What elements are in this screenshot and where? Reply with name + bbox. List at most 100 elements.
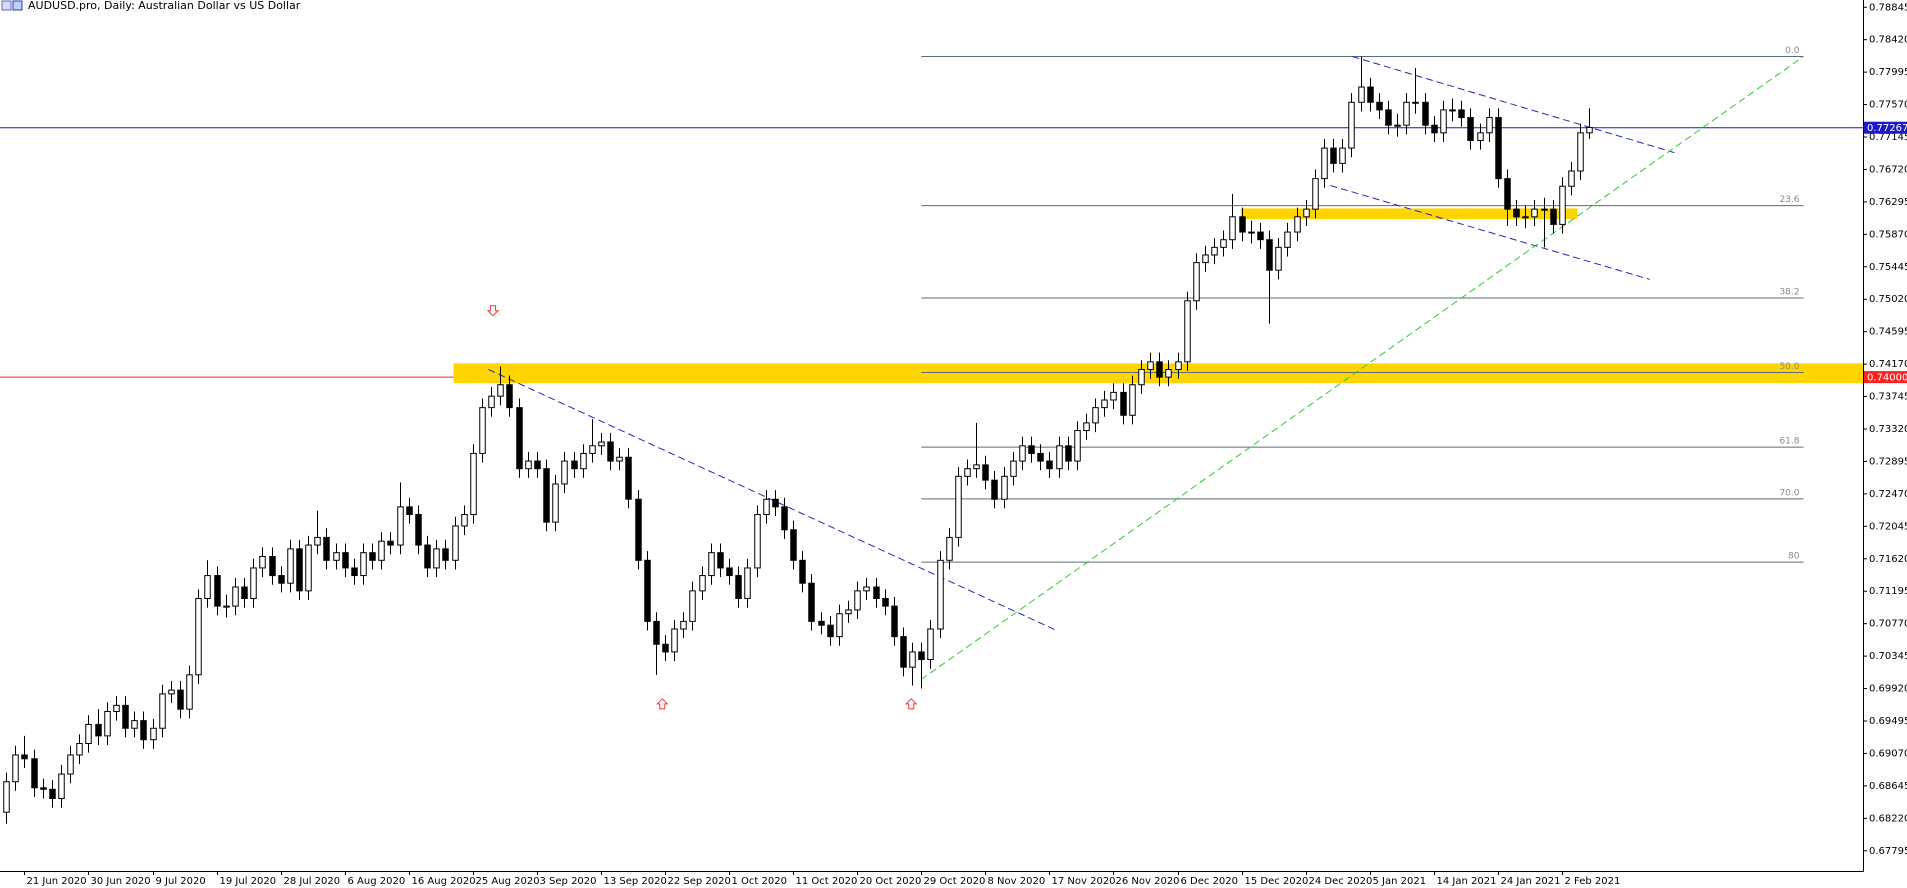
candle-body [1495, 117, 1502, 180]
candle-body [1586, 126, 1593, 134]
candle-body [580, 452, 587, 470]
y-tick-label: 0.68645 [1869, 781, 1907, 792]
candle-body [424, 544, 431, 569]
candle-body [1083, 422, 1090, 432]
candle-body [772, 498, 779, 508]
y-tick-label: 0.72470 [1869, 489, 1907, 500]
candle-body [991, 479, 998, 500]
candle-body [1467, 117, 1474, 141]
candle-body [616, 456, 623, 462]
candle-body [415, 514, 422, 546]
candle-body [1056, 445, 1063, 470]
candle-body [1147, 361, 1154, 370]
candle-body [204, 575, 211, 599]
fib-label: 38.2 [1779, 287, 1799, 297]
y-tick-label: 0.73745 [1869, 392, 1907, 403]
y-tick-label: 0.70770 [1869, 619, 1907, 630]
candle-body [1001, 475, 1008, 500]
candle-body [369, 552, 376, 561]
candle-body [1431, 124, 1438, 134]
candle-body [689, 590, 696, 622]
candle-body [625, 456, 632, 500]
candle-body [946, 536, 953, 561]
candle-body [67, 754, 74, 775]
candle-body [1522, 216, 1529, 219]
fib-label: 0.0 [1785, 46, 1800, 56]
candle-body [195, 597, 202, 676]
trend-line [920, 56, 1804, 680]
candle-body [1303, 208, 1310, 218]
x-tick-label: 24 Jan 2021 [1501, 876, 1561, 887]
candle-body [836, 613, 843, 638]
y-tick-label: 0.76295 [1869, 197, 1907, 208]
candle-body [1458, 109, 1465, 119]
x-tick-label: 19 Jul 2020 [220, 876, 277, 887]
candle-body [1175, 361, 1182, 370]
symbol-icon [12, 0, 23, 11]
candle-body [21, 754, 28, 760]
candle-body [1248, 231, 1255, 234]
y-tick-label: 0.71620 [1869, 554, 1907, 565]
signal-arrow [486, 305, 500, 317]
candle-body [1138, 368, 1145, 386]
candle-body [1028, 445, 1035, 454]
y-tick-label: 0.67795 [1869, 846, 1907, 857]
candle-body [680, 620, 687, 630]
candle-body [131, 720, 138, 729]
candle-body [406, 506, 413, 516]
candle-body [1559, 185, 1566, 225]
candle-body [470, 452, 477, 516]
candle-body [982, 464, 989, 481]
candle-body [955, 475, 962, 538]
candle-body [1531, 208, 1538, 218]
x-tick-label: 25 Aug 2020 [476, 876, 540, 887]
y-tick-label: 0.68220 [1869, 813, 1907, 824]
trend-line [1330, 185, 1650, 280]
candle-body [342, 552, 349, 569]
candle-body [854, 590, 861, 611]
y-tick-label: 0.69070 [1869, 748, 1907, 759]
candle-body [1220, 239, 1227, 248]
y-tick-label: 0.77570 [1869, 100, 1907, 111]
candle-body [1541, 208, 1548, 211]
candle-body [671, 628, 678, 653]
candle-body [1412, 101, 1419, 104]
candle-body [461, 514, 468, 527]
candle-body [122, 704, 129, 729]
candle-body [1312, 178, 1319, 210]
candle-body [1449, 109, 1456, 112]
candle-body [561, 460, 568, 485]
candle-body [873, 586, 880, 599]
candle-body [1339, 147, 1346, 164]
candle-body [76, 743, 83, 756]
y-tick-label: 0.69920 [1869, 684, 1907, 695]
candle-body [973, 464, 980, 470]
candle-body [744, 567, 751, 599]
x-tick-label: 21 Jun 2020 [27, 876, 87, 887]
candle-body [104, 710, 111, 737]
x-tick-label: 6 Dec 2020 [1181, 876, 1239, 887]
y-tick-label: 0.70345 [1869, 651, 1907, 662]
candle-body [1385, 109, 1392, 126]
candle-body [1275, 246, 1282, 271]
x-tick-label: 16 Aug 2020 [412, 876, 476, 887]
price-box [1864, 371, 1907, 384]
x-tick-label: 29 Oct 2020 [924, 876, 986, 887]
candle-body [763, 498, 770, 516]
candle-body [241, 586, 248, 599]
candle-body [607, 441, 614, 462]
candle-body [808, 582, 815, 622]
fib-label: 70.0 [1779, 488, 1799, 498]
candle-body [31, 758, 38, 789]
candle-body [589, 445, 596, 454]
candle-body [552, 483, 559, 523]
candle-body [378, 540, 385, 561]
candle-body [140, 720, 147, 741]
candle-body [1486, 117, 1493, 134]
x-tick-label: 5 Jan 2021 [1373, 876, 1427, 887]
candle-body [360, 552, 367, 577]
candle-body [314, 536, 321, 546]
candle-body [150, 727, 157, 741]
candle-body [214, 575, 221, 607]
